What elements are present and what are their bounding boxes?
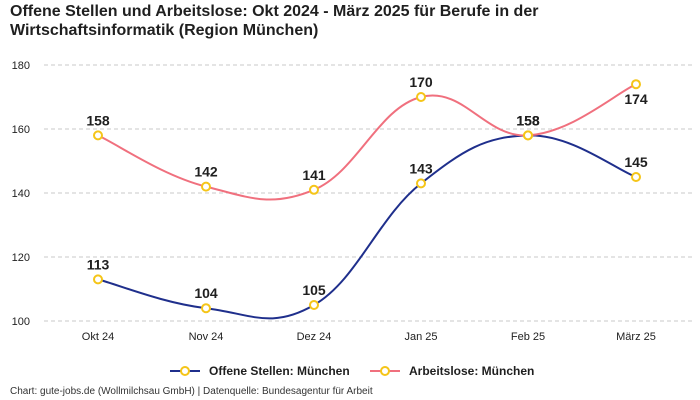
data-label: 145 (624, 154, 648, 170)
legend-marker (180, 366, 190, 376)
data-point (309, 300, 319, 310)
data-label: 105 (302, 282, 326, 298)
y-tick-label: 140 (12, 188, 30, 200)
y-tick-label: 120 (12, 252, 30, 264)
source-footer: Chart: gute-jobs.de (Wollmilchsau GmbH) … (10, 386, 373, 397)
data-point (309, 184, 319, 195)
data-label: 170 (409, 74, 433, 90)
legend: Offene Stellen: München Arbeitslose: Münc… (170, 364, 534, 378)
x-tick-label: März 25 (616, 331, 656, 343)
legend-label: Offene Stellen: München (209, 364, 350, 378)
data-label: 143 (409, 160, 433, 176)
series-lines (97, 83, 637, 320)
x-tick-label: Feb 25 (511, 331, 545, 343)
data-point (93, 274, 103, 285)
y-axis-ticks: 100 120 140 160 180 (12, 60, 30, 328)
data-label: 141 (302, 167, 326, 183)
data-label: 142 (194, 164, 218, 180)
data-label: 158 (516, 112, 540, 128)
data-label: 113 (87, 256, 110, 272)
series-line-1 (97, 83, 637, 201)
data-point (631, 79, 641, 90)
data-point (201, 181, 211, 192)
legend-item: Arbeitslose: München (370, 364, 534, 378)
data-point (631, 172, 641, 182)
legend-label: Arbeitslose: München (409, 364, 534, 378)
series-line-0 (97, 134, 637, 320)
y-tick-label: 180 (12, 60, 30, 72)
x-tick-label: Nov 24 (189, 331, 224, 343)
data-point (416, 92, 426, 102)
data-label: 174 (624, 91, 648, 107)
x-tick-label: Dez 24 (297, 331, 332, 343)
data-label: 158 (516, 112, 540, 128)
grid-lines (44, 64, 692, 322)
y-tick-label: 160 (12, 124, 30, 136)
data-point (523, 130, 533, 141)
x-axis-ticks: Okt 24 Nov 24 Dez 24 Jan 25 Feb 25 März 25 (82, 331, 656, 343)
legend-item: Offene Stellen: München (170, 364, 350, 378)
data-label: 104 (194, 285, 218, 301)
y-tick-label: 100 (12, 316, 30, 328)
data-point (201, 303, 211, 314)
data-point (416, 178, 426, 189)
series-markers (93, 79, 641, 314)
x-tick-label: Jan 25 (404, 331, 437, 343)
chart-title: Offene Stellen und Arbeitslose: Okt 2024… (10, 3, 539, 39)
legend-marker (380, 366, 390, 376)
data-point (93, 130, 103, 141)
data-label: 158 (86, 112, 110, 128)
x-tick-label: Okt 24 (82, 331, 114, 343)
